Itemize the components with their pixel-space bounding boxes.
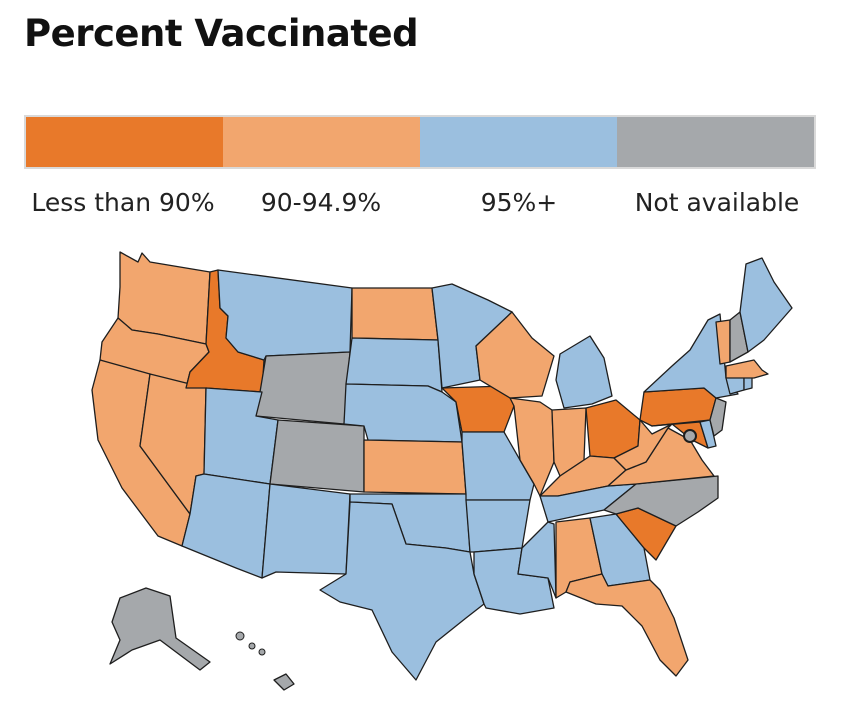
hawaii-islet-0 bbox=[235, 631, 245, 641]
state-alaska bbox=[109, 587, 211, 671]
legend-color-bar bbox=[24, 115, 816, 169]
state-connecticut bbox=[725, 375, 745, 395]
state-district-of-columbia bbox=[683, 429, 697, 443]
map-title: Percent Vaccinated bbox=[24, 12, 419, 55]
state-hawaii bbox=[273, 673, 295, 691]
hawaii-islet-2 bbox=[258, 648, 266, 656]
legend-label-95-plus: 95%+ bbox=[480, 188, 558, 217]
state-north-dakota bbox=[351, 287, 439, 341]
hawaii-islet-1 bbox=[248, 642, 256, 650]
legend-swatch-90-94-9 bbox=[223, 117, 420, 167]
state-florida bbox=[565, 573, 689, 677]
states-layer bbox=[91, 251, 793, 691]
state-arkansas bbox=[465, 499, 531, 553]
state-maryland bbox=[651, 421, 709, 449]
state-massachusetts bbox=[725, 359, 769, 379]
legend-swatch-less-than-90 bbox=[26, 117, 223, 167]
state-wyoming bbox=[255, 351, 351, 425]
state-colorado bbox=[269, 419, 365, 493]
legend-swatch-not-available bbox=[617, 117, 814, 167]
legend-labels: Less than 90% 90-94.9% 95%+ Not availabl… bbox=[24, 186, 816, 220]
state-wisconsin bbox=[475, 311, 555, 399]
state-kansas bbox=[363, 439, 467, 495]
state-delaware bbox=[699, 419, 717, 449]
legend-swatch-95-plus bbox=[420, 117, 617, 167]
legend-label-less-than-90: Less than 90% bbox=[31, 188, 215, 217]
state-new-jersey bbox=[709, 397, 727, 437]
state-arizona bbox=[181, 473, 271, 579]
legend-label-not-available: Not available bbox=[634, 188, 800, 217]
legend-label-90-94-9: 90-94.9% bbox=[260, 188, 382, 217]
state-maine bbox=[739, 257, 793, 353]
state-michigan bbox=[555, 335, 613, 409]
state-pennsylvania bbox=[639, 387, 717, 427]
state-new-mexico bbox=[261, 483, 351, 579]
state-montana bbox=[217, 269, 353, 361]
state-texas bbox=[319, 501, 485, 681]
